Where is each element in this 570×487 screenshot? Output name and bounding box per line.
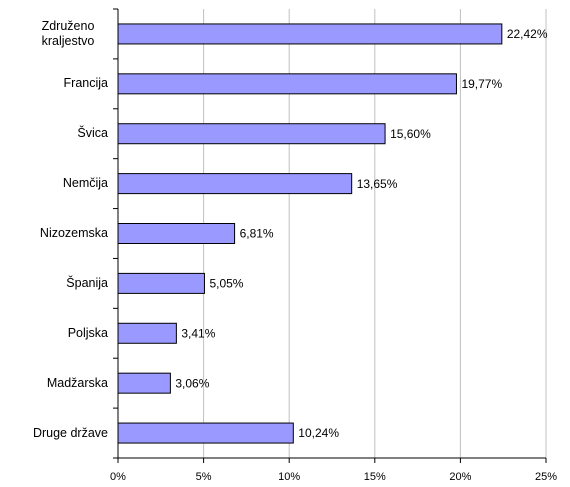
bar <box>117 272 205 294</box>
x-tick-label: 20% <box>449 471 471 483</box>
data-label: 6,81% <box>240 227 274 241</box>
category-text: Poljska <box>67 325 108 340</box>
category-label: Nizozemska <box>0 209 108 259</box>
data-label: 19,77% <box>461 77 502 91</box>
category-text: Švica <box>77 126 108 141</box>
x-tick-label: 5% <box>196 471 212 483</box>
data-label: 10,24% <box>298 426 339 440</box>
category-text: Nizozemska <box>39 225 108 240</box>
category-label: Združeno kraljestvo <box>0 9 108 59</box>
bar <box>117 223 236 244</box>
category-label: Madžarska <box>0 358 108 408</box>
x-tick-label: 0% <box>110 471 126 483</box>
data-label: 3,06% <box>175 376 209 390</box>
x-tick-label: 25% <box>535 471 557 483</box>
category-label: Poljska <box>0 308 108 358</box>
bar <box>117 372 171 394</box>
category-text: Združeno kraljestvo <box>41 18 95 48</box>
category-label: Francija <box>0 59 108 109</box>
bar <box>117 23 503 45</box>
bar <box>117 173 353 195</box>
category-label: Španija <box>0 258 108 308</box>
bar <box>117 322 177 344</box>
bar <box>117 73 457 95</box>
category-label: Švica <box>0 109 108 159</box>
category-label: Druge države <box>0 408 108 458</box>
data-label: 3,41% <box>181 326 215 340</box>
category-text: Španija <box>66 275 108 290</box>
category-text: Nemčija <box>62 176 108 191</box>
category-label: Nemčija <box>0 159 108 209</box>
data-label: 15,60% <box>390 127 431 141</box>
bar <box>117 123 386 145</box>
data-label: 13,65% <box>357 177 398 191</box>
x-tick-label: 10% <box>278 471 300 483</box>
data-label: 22,42% <box>507 27 548 41</box>
category-text: Druge države <box>32 425 108 440</box>
data-label: 5,05% <box>209 277 243 291</box>
bar <box>117 422 294 444</box>
category-text: Madžarska <box>46 375 108 390</box>
category-text: Francija <box>63 76 108 91</box>
x-tick-label: 15% <box>364 471 386 483</box>
